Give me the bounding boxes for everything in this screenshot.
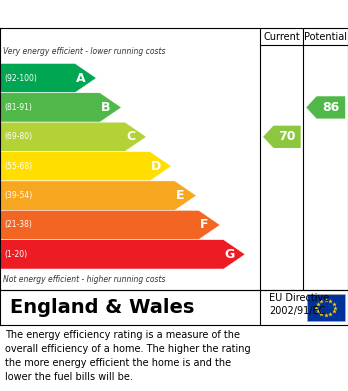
Text: E: E <box>176 189 184 202</box>
Polygon shape <box>263 126 301 148</box>
Text: (21-38): (21-38) <box>4 221 32 230</box>
Polygon shape <box>0 93 121 122</box>
Text: The energy efficiency rating is a measure of the
overall efficiency of a home. T: The energy efficiency rating is a measur… <box>5 330 251 382</box>
Text: 70: 70 <box>278 130 296 143</box>
Text: (1-20): (1-20) <box>4 250 27 259</box>
Polygon shape <box>0 152 172 181</box>
Text: Very energy efficient - lower running costs: Very energy efficient - lower running co… <box>3 47 166 56</box>
Text: G: G <box>225 248 235 261</box>
Polygon shape <box>0 210 220 240</box>
Text: (39-54): (39-54) <box>4 191 32 200</box>
Polygon shape <box>0 122 147 152</box>
Text: (81-91): (81-91) <box>4 103 32 112</box>
Text: F: F <box>200 219 208 231</box>
Polygon shape <box>0 240 245 269</box>
Polygon shape <box>0 63 96 93</box>
Text: Not energy efficient - higher running costs: Not energy efficient - higher running co… <box>3 275 166 284</box>
Polygon shape <box>306 96 345 118</box>
Text: (55-68): (55-68) <box>4 162 32 171</box>
Text: EU Directive
2002/91/EC: EU Directive 2002/91/EC <box>269 293 329 316</box>
Text: C: C <box>126 130 135 143</box>
Text: D: D <box>151 160 161 173</box>
Text: England & Wales: England & Wales <box>10 298 195 317</box>
Text: (92-100): (92-100) <box>4 74 37 83</box>
Text: Energy Efficiency Rating: Energy Efficiency Rating <box>69 7 279 22</box>
Text: A: A <box>76 72 86 84</box>
Text: Potential: Potential <box>304 32 347 41</box>
Text: B: B <box>101 101 111 114</box>
Text: Current: Current <box>263 32 300 41</box>
FancyBboxPatch shape <box>307 294 345 321</box>
Text: (69-80): (69-80) <box>4 132 32 141</box>
Polygon shape <box>0 181 196 210</box>
Text: 86: 86 <box>322 101 340 114</box>
